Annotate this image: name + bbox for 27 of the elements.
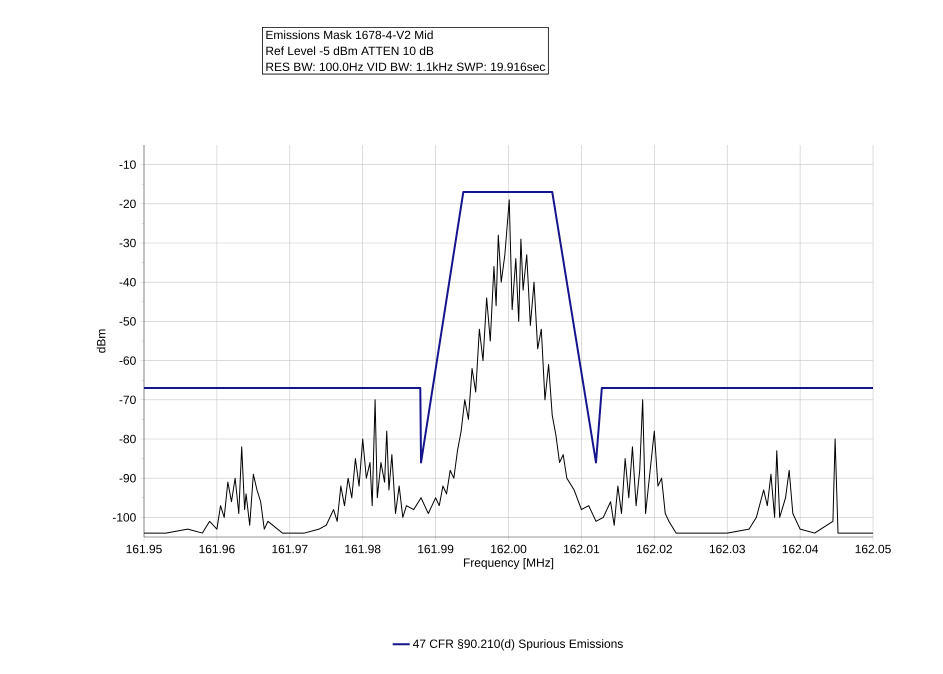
x-tick-label: 162.05 bbox=[856, 544, 891, 554]
x-tick-label: 161.99 bbox=[418, 544, 454, 554]
x-tick-label: 161.95 bbox=[126, 544, 162, 554]
legend-label: 47 CFR §90.210(d) Spurious Emissions bbox=[412, 639, 623, 650]
y-tick-label: -50 bbox=[120, 317, 136, 326]
y-tick-label: -30 bbox=[120, 238, 136, 248]
y-tick-label: -60 bbox=[120, 356, 136, 365]
x-tick-label: 161.97 bbox=[272, 544, 308, 554]
x-tick-label: 162.00 bbox=[491, 544, 526, 554]
y-tick-label: -70 bbox=[120, 396, 136, 404]
x-tick-label: 162.03 bbox=[710, 544, 745, 554]
x-tick-label: 162.02 bbox=[636, 544, 672, 554]
text: RES BW: 100.0Hz VID BW: 1.1kHz SWP: 19.916sec bbox=[266, 62, 546, 72]
y-axis-title: dBm bbox=[96, 329, 106, 353]
y-tick-label: -80 bbox=[120, 434, 136, 444]
y-tick-label: -20 bbox=[120, 200, 136, 208]
y-tick-label: -90 bbox=[120, 474, 136, 482]
x-axis-title: Frequency [MHz] bbox=[464, 558, 554, 570]
chart-title: Emissions Mask 1678-4-V2 Mid bbox=[266, 30, 433, 40]
x-tick-label: 162.01 bbox=[564, 544, 600, 554]
y-tick-label: -100 bbox=[112, 513, 136, 522]
y-tick-label: -10 bbox=[120, 160, 136, 169]
x-tick-label: 162.04 bbox=[782, 544, 818, 554]
y-tick-label: -40 bbox=[120, 278, 136, 286]
x-tick-label: 161.98 bbox=[345, 544, 380, 554]
x-tick-label: 161.96 bbox=[200, 544, 235, 554]
chart-subtitle: Ref Level -5 dBm ATTEN 10 dB bbox=[266, 46, 434, 56]
